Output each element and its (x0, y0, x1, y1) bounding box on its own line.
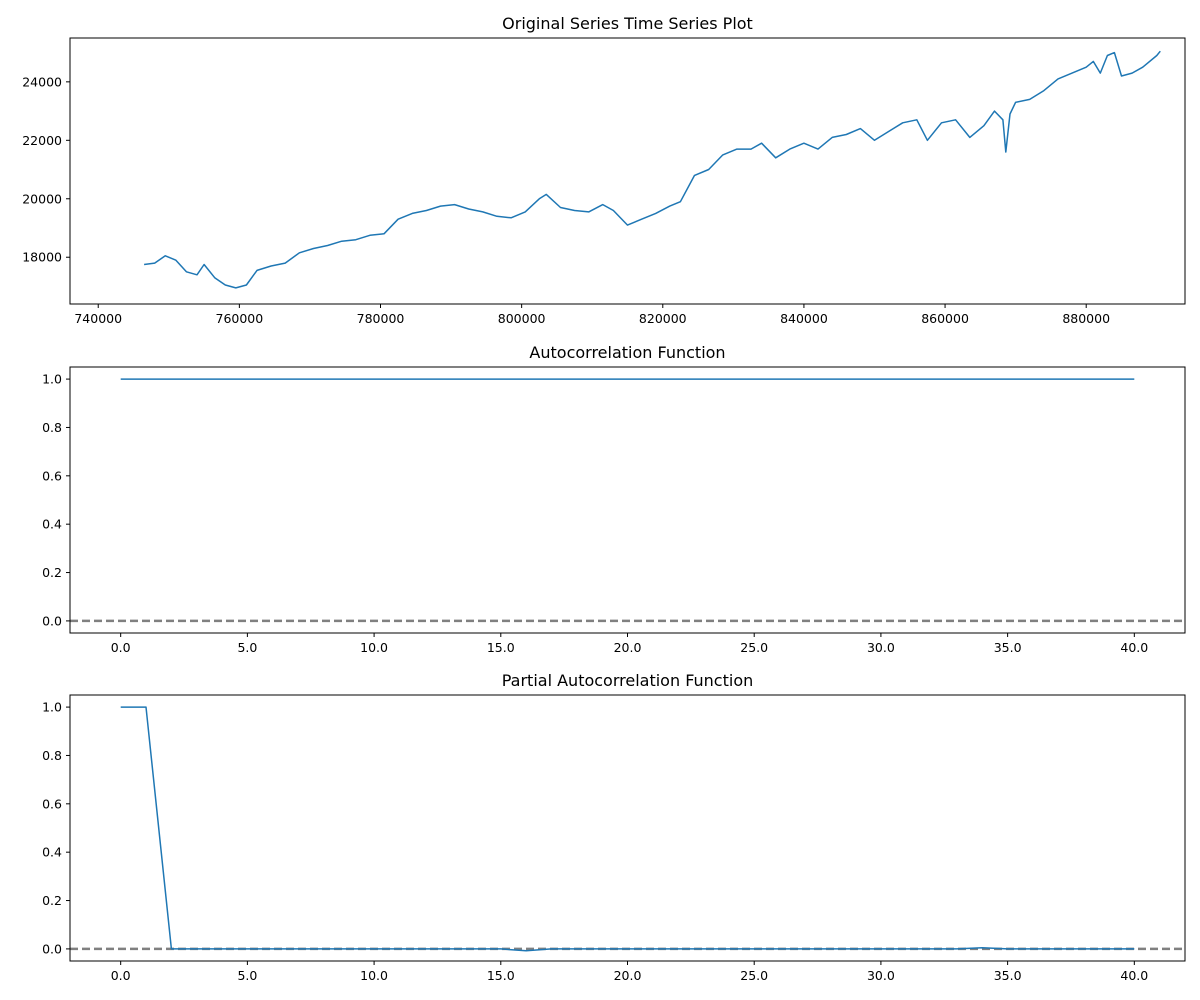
chart-title: Partial Autocorrelation Function (502, 671, 754, 690)
y-tick-label: 0.4 (42, 517, 62, 532)
x-tick-label: 35.0 (994, 968, 1022, 983)
plot-frame (69, 37, 1186, 305)
plot-frame (69, 694, 1186, 962)
x-tick-label: 20.0 (614, 640, 642, 655)
x-tick-label: 15.0 (487, 968, 515, 983)
x-tick-label: 5.0 (237, 640, 257, 655)
y-tick-label: 0.2 (42, 893, 62, 908)
x-tick-label: 0.0 (111, 968, 131, 983)
x-tick-label: 25.0 (740, 968, 768, 983)
y-tick-label: 0.0 (42, 941, 62, 956)
x-tick-label: 40.0 (1120, 968, 1148, 983)
y-tick-label: 0.0 (42, 613, 62, 628)
x-tick-label: 15.0 (487, 640, 515, 655)
y-tick-label: 0.8 (42, 748, 62, 763)
series-line (144, 50, 1161, 289)
y-tick-label: 1.0 (42, 372, 62, 387)
x-tick-label: 860000 (921, 311, 969, 326)
y-tick-label: 0.8 (42, 420, 62, 435)
x-tick-label: 760000 (216, 311, 264, 326)
x-tick-label: 10.0 (360, 640, 388, 655)
y-tick-label: 22000 (22, 133, 62, 148)
x-tick-label: 820000 (639, 311, 687, 326)
y-tick-label: 0.4 (42, 845, 62, 860)
x-tick-label: 40.0 (1120, 640, 1148, 655)
x-tick-label: 35.0 (994, 640, 1022, 655)
chart-panel-1: Original Series Time Series Plot 740000 76… (22, 14, 1186, 326)
x-tick-label: 0.0 (111, 640, 131, 655)
y-tick-label: 0.2 (42, 565, 62, 580)
chart-panel-2: Autocorrelation Function 0.0 5.0 10.0 15.0 20… (42, 343, 1186, 655)
series-line (120, 706, 1135, 952)
chart-title: Autocorrelation Function (529, 343, 725, 362)
x-tick-label: 840000 (780, 311, 828, 326)
x-tick-label: 10.0 (360, 968, 388, 983)
y-tick-label: 0.6 (42, 468, 62, 483)
chart-title: Original Series Time Series Plot (502, 14, 753, 33)
y-tick-label: 1.0 (42, 700, 62, 715)
y-tick-label: 0.6 (42, 796, 62, 811)
y-tick-label: 24000 (22, 74, 62, 89)
plot-frame (69, 366, 1186, 634)
x-tick-label: 30.0 (867, 640, 895, 655)
y-tick-label: 20000 (22, 191, 62, 206)
x-tick-label: 30.0 (867, 968, 895, 983)
y-tick-label: 18000 (22, 250, 62, 265)
x-tick-label: 25.0 (740, 640, 768, 655)
chart-panel-3: Partial Autocorrelation Function 0.0 5.0 10… (42, 671, 1186, 983)
x-tick-label: 20.0 (614, 968, 642, 983)
x-tick-label: 880000 (1062, 311, 1110, 326)
x-tick-label: 780000 (357, 311, 405, 326)
x-tick-label: 740000 (74, 311, 122, 326)
x-tick-label: 5.0 (237, 968, 257, 983)
x-tick-label: 800000 (498, 311, 546, 326)
